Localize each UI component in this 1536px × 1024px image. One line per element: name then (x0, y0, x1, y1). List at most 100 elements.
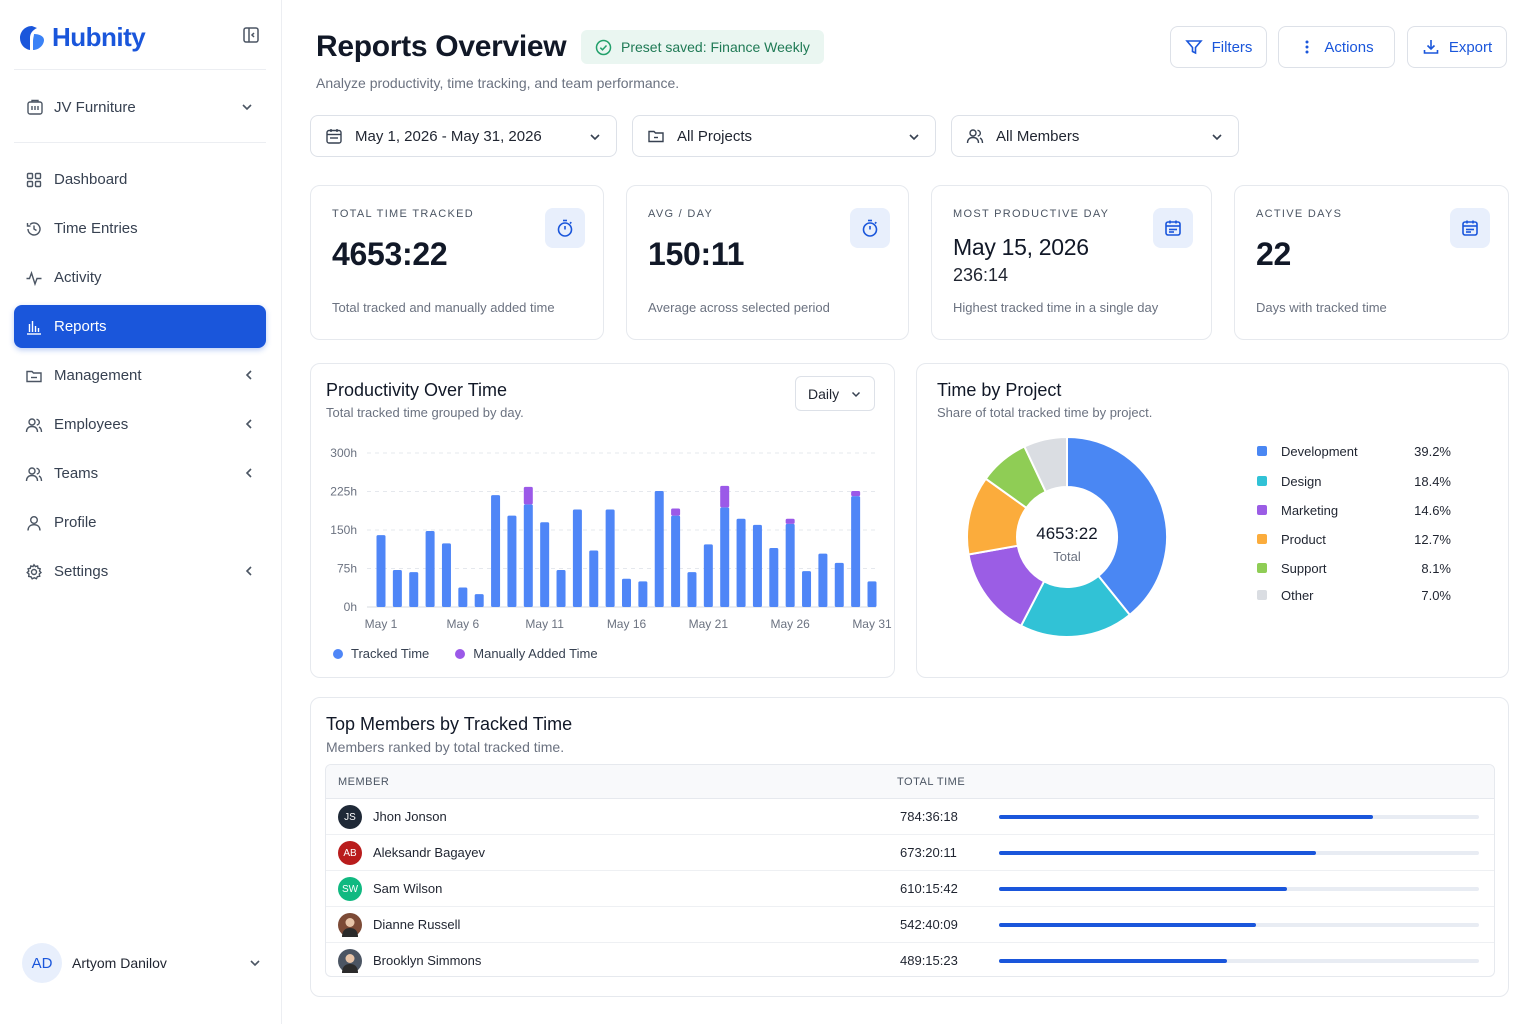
bar-tracked (834, 562, 844, 607)
legend-item-other: Other 7.0% (1257, 585, 1457, 605)
activity-icon (26, 270, 42, 286)
bar-tracked (392, 570, 402, 607)
member-avatar: JS (338, 805, 362, 829)
user-menu[interactable]: AD Artyom Danilov (22, 942, 262, 984)
calendar-icon (1450, 208, 1490, 248)
chevron-down-icon (250, 960, 260, 967)
filters-button-label: Filters (1211, 38, 1253, 56)
stat-desc: Average across selected period (648, 300, 830, 315)
filters-button[interactable]: Filters (1170, 26, 1267, 68)
sidebar-item-settings[interactable]: Settings (14, 550, 266, 593)
table-row[interactable]: Brooklyn Simmons 489:15:23 (326, 943, 1494, 976)
y-tick-label: 0h (344, 600, 357, 614)
members-select[interactable]: All Members (951, 115, 1239, 157)
chart-subtitle: Share of total tracked time by project. (937, 405, 1153, 420)
export-button-label: Export (1448, 38, 1493, 56)
granularity-select[interactable]: Daily (795, 376, 875, 411)
preset-badge: Preset saved: Finance Weekly (581, 30, 824, 64)
stat-value: May 15, 2026 (953, 234, 1089, 260)
page-title: Reports Overview (316, 30, 567, 63)
chevron-down-icon (242, 104, 252, 111)
sidebar-item-profile[interactable]: Profile (14, 501, 266, 544)
member-time-bar-fill (999, 815, 1374, 819)
bar-tracked (458, 587, 468, 607)
download-icon (1423, 40, 1439, 54)
stat-desc: Highest tracked time in a single day (953, 300, 1159, 315)
member-avatar: SW (338, 877, 362, 901)
sidebar-item-label: Profile (54, 514, 97, 531)
bar-tracked (491, 495, 501, 607)
x-tick-label: May 6 (446, 617, 479, 631)
legend-label: Other (1281, 587, 1314, 603)
table-row[interactable]: SW Sam Wilson 610:15:42 (326, 871, 1494, 907)
x-tick-label: May 1 (365, 617, 398, 631)
top-members-card: Top Members by Tracked Time Members rank… (310, 697, 1509, 997)
table-subtitle: Members ranked by total tracked time. (326, 739, 565, 755)
member-total-time: 784:36:18 (900, 809, 958, 824)
calendar-icon (326, 129, 342, 144)
legend-swatch (1257, 590, 1267, 600)
member-name: Jhon Jonson (373, 809, 447, 824)
legend-percent: 18.4% (1414, 473, 1451, 489)
main-content: Reports Overview Preset saved: Finance W… (282, 0, 1536, 1024)
legend-swatch (1257, 446, 1267, 456)
table-row[interactable]: AB Aleksandr Bagayev 673:20:11 (326, 835, 1494, 871)
stat-label: ACTIVE DAYS (1256, 208, 1343, 220)
chevron-down-icon (851, 391, 861, 397)
member-total-time: 673:20:11 (900, 845, 957, 860)
bar-tracked (441, 543, 451, 607)
stat-label: MOST PRODUCTIVE DAY (953, 208, 1110, 220)
bar-manual (523, 486, 533, 505)
workspace-selector[interactable]: JV Furniture (14, 86, 266, 128)
bar-tracked (605, 509, 615, 607)
more-vertical-icon (1305, 40, 1309, 54)
legend-percent: 7.0% (1421, 587, 1451, 603)
bar-tracked (851, 496, 861, 607)
actions-button[interactable]: Actions (1278, 26, 1395, 68)
donut-slice-other (1023, 435, 1068, 494)
table-row[interactable]: JS Jhon Jonson 784:36:18 (326, 799, 1494, 835)
table-header: MEMBER TOTAL TIME (326, 765, 1494, 799)
sidebar-item-time-entries[interactable]: Time Entries (14, 207, 266, 250)
donut-center-value: 4653:22 (1036, 524, 1097, 543)
chevron-down-icon (1212, 134, 1222, 141)
sidebar-item-activity[interactable]: Activity (14, 256, 266, 299)
legend-item-development: Development 39.2% (1257, 441, 1457, 461)
x-tick-label: May 21 (689, 617, 729, 631)
export-button[interactable]: Export (1407, 26, 1507, 68)
sidebar-item-dashboard[interactable]: Dashboard (14, 158, 266, 201)
bar-tracked (687, 572, 697, 607)
member-avatar (338, 949, 362, 973)
column-header-member: MEMBER (338, 776, 390, 788)
sidebar-item-reports[interactable]: Reports (14, 305, 266, 348)
chart-subtitle: Total tracked time grouped by day. (326, 405, 524, 420)
sidebar-item-label: Dashboard (54, 171, 128, 188)
app-logo[interactable]: Hubnity (18, 22, 146, 53)
bar-tracked (703, 544, 713, 607)
donut-center-label: Total (1053, 549, 1081, 564)
y-tick-label: 300h (330, 446, 357, 460)
member-time-bar (999, 815, 1479, 819)
projects-select[interactable]: All Projects (632, 115, 936, 157)
preset-badge-label: Preset saved: Finance Weekly (621, 39, 810, 55)
date-range-select[interactable]: May 1, 2026 - May 31, 2026 (310, 115, 617, 157)
actions-button-label: Actions (1324, 38, 1374, 56)
bar-manual (671, 508, 681, 516)
sidebar-item-employees[interactable]: Employees (14, 403, 266, 446)
workspace-name: JV Furniture (54, 98, 136, 116)
filter-icon (1184, 40, 1203, 55)
table-row[interactable]: Dianne Russell 542:40:09 (326, 907, 1494, 943)
legend-swatch (1257, 505, 1267, 515)
user-icon (27, 515, 41, 531)
sidebar-item-management[interactable]: Management (14, 354, 266, 397)
member-time-bar-fill (999, 851, 1316, 855)
projects-value: All Projects (677, 127, 753, 145)
sidebar-item-label: Teams (54, 465, 99, 482)
member-time-bar-fill (999, 887, 1287, 891)
bar-tracked (376, 535, 386, 607)
bar-manual (720, 485, 730, 508)
sidebar-item-teams[interactable]: Teams (14, 452, 266, 495)
sidebar-collapse-icon[interactable] (242, 26, 260, 44)
date-range-value: May 1, 2026 - May 31, 2026 (355, 127, 542, 145)
bar-tracked (752, 524, 762, 607)
